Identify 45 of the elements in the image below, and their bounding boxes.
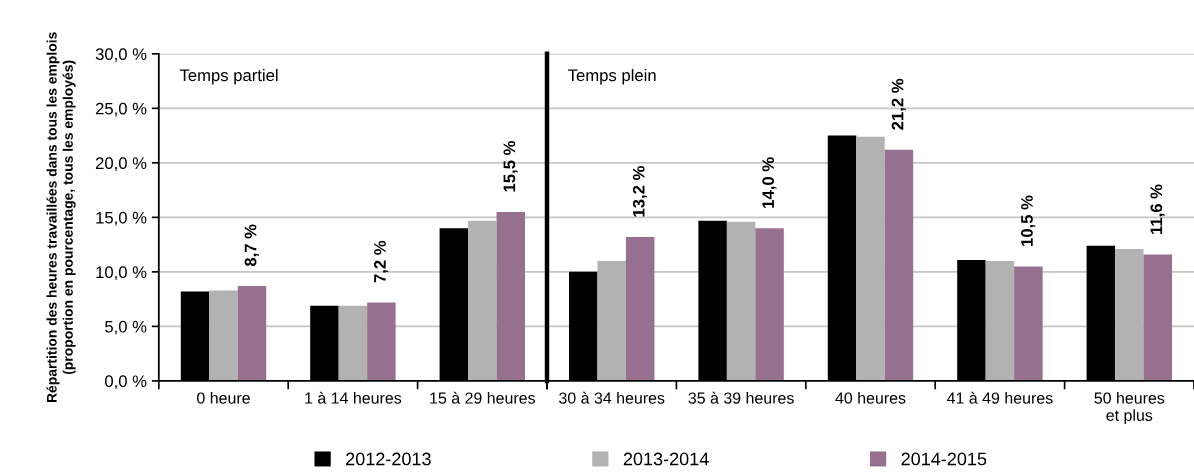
y-tick-label: 5,0 % xyxy=(105,320,147,335)
y-tick-label: 15,0 % xyxy=(96,211,147,226)
x-tick-label: 0 heure xyxy=(197,392,250,404)
x-tick-label: 15 à 29 heures xyxy=(430,391,536,404)
data-label: 11,6 % xyxy=(1150,184,1165,234)
y-axis-title: Répartition des heures travaillées dans tous les emplois (proportion en pourcentage, tous les employés) xyxy=(46,32,76,403)
bar xyxy=(338,305,368,381)
bar xyxy=(209,290,238,381)
bar xyxy=(468,220,497,381)
bar xyxy=(1143,254,1172,381)
bar xyxy=(856,136,885,381)
y-tick-label: 30,0 % xyxy=(95,48,147,62)
x-tick-label: 35 à 39 heures xyxy=(688,391,794,404)
y-tick-label: 25,0 % xyxy=(95,102,147,117)
data-label: 15,5 % xyxy=(503,141,518,192)
annotation: Temps plein xyxy=(568,68,656,85)
x-tick-label: 1 à 14 heures xyxy=(305,391,402,404)
x-tick-label: 30 à 34 heures xyxy=(559,391,665,404)
y-tick-label: 0,0 % xyxy=(105,375,147,390)
bar xyxy=(237,286,267,381)
bar xyxy=(367,302,396,381)
y-tick-label: 20,0 % xyxy=(95,157,147,172)
data-label: 21,2 % xyxy=(891,78,906,130)
data-label: 7,2 % xyxy=(374,240,389,283)
x-tick-label: 41 à 49 heures xyxy=(946,391,1053,404)
bar xyxy=(496,211,525,381)
y-tick-label: 10,0 % xyxy=(96,266,147,281)
bar xyxy=(597,260,626,381)
legend-label: 2014-2015 xyxy=(901,452,987,466)
data-label: 8,7 % xyxy=(244,224,259,267)
bar xyxy=(1014,266,1043,381)
bar xyxy=(755,228,784,381)
bar xyxy=(884,149,914,381)
data-label: 13,2 % xyxy=(632,166,648,217)
legend-label: 2012-2013 xyxy=(346,452,431,466)
bar xyxy=(1115,248,1144,381)
x-tick-label: 50 heures et plus xyxy=(1094,392,1165,425)
bar xyxy=(985,260,1015,381)
data-label: 14,0 % xyxy=(762,157,777,208)
legend-label: 2013-2014 xyxy=(623,452,709,466)
bar xyxy=(726,221,756,381)
x-tick-label: 40 heures xyxy=(835,392,906,404)
data-label: 10,5 % xyxy=(1021,195,1036,246)
annotation: Temps partiel xyxy=(179,68,278,85)
bar xyxy=(625,236,655,381)
